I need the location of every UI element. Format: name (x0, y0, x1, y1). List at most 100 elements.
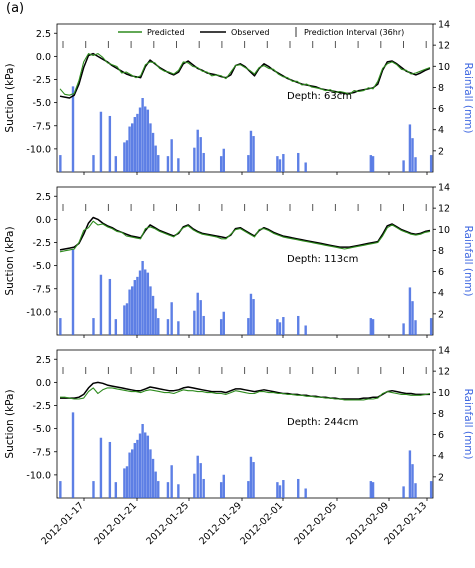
rainfall-bar (222, 148, 225, 172)
rainfall-bar (222, 474, 225, 498)
rainfall-bar (166, 482, 170, 498)
rainfall-bar (149, 286, 152, 335)
rainfall-bar (59, 481, 62, 498)
rainfall-bar (202, 315, 205, 335)
rainfall-bar (278, 159, 282, 172)
legend: Predicted Observed Prediction Interval (… (118, 27, 404, 37)
rainfall-bar (196, 129, 199, 172)
rainfall-bar (138, 107, 142, 172)
rainfall-bar (151, 295, 155, 335)
rainfall-bar (408, 287, 412, 335)
rainfall-bar (414, 157, 417, 172)
y2-tick-label: 4 (438, 451, 444, 462)
rainfall-bar (136, 276, 139, 335)
rainfall-bar (131, 449, 134, 498)
y2-tick-label: 8 (438, 246, 444, 257)
rainfall-bar (429, 318, 433, 335)
rainfall-bar (249, 293, 253, 335)
rainfall-bar (114, 319, 118, 335)
rainfall-bar (371, 482, 375, 498)
observed-line (59, 52, 431, 99)
rainfall-bar (151, 458, 155, 498)
rainfall-bar (99, 437, 103, 498)
rainfall-bar (429, 481, 433, 498)
rainfall-bar (202, 478, 205, 498)
rainfall-bar (170, 302, 173, 335)
rainfall-bar (123, 305, 126, 335)
rainfall-bar (252, 299, 255, 335)
y2-tick-label: 8 (438, 409, 444, 420)
rainfall-bar (278, 322, 282, 335)
rainfall-bar (199, 463, 202, 498)
rainfall-bar (297, 315, 300, 335)
y2-tick-label: 2 (438, 472, 444, 483)
y2-tick-label: 8 (438, 83, 444, 94)
rainfall-bar (133, 443, 137, 498)
rainfall-bar (411, 464, 414, 498)
rainfall-bar (149, 449, 152, 498)
rainfall-bar (92, 155, 95, 172)
rainfall-bar (276, 482, 279, 498)
rainfall-bar (177, 321, 180, 335)
observed-line (60, 381, 430, 400)
rainfall-bar (59, 318, 62, 335)
rainfall-bar (304, 488, 307, 498)
rainfall-bar (193, 310, 196, 335)
y-tick-label: 2.5 (36, 29, 51, 40)
rainfall-bar (114, 156, 118, 172)
x-tick-label: 2012-01-17 (39, 500, 86, 547)
y-axis-label: Suction (kPa) (4, 63, 16, 132)
rainfall-bar (282, 480, 285, 498)
rainfall-bar (131, 286, 134, 335)
y-tick-label: -7.5 (32, 447, 51, 458)
predicted-line (60, 387, 431, 401)
rainfall-bar (108, 441, 112, 498)
rainfall-bar (71, 412, 75, 498)
y-tick-label: -2.5 (32, 401, 51, 412)
y2-tick-label: 6 (438, 430, 444, 441)
rainfall-bar (196, 455, 199, 498)
y-tick-label: -2.5 (32, 75, 51, 86)
rainfall-bar (402, 486, 405, 498)
rainfall-bar (123, 468, 126, 498)
y-tick-label: 2.5 (36, 355, 51, 366)
panel-label: (a) (6, 1, 24, 16)
rainfall-bar (282, 154, 285, 172)
y2-tick-label: 12 (438, 41, 450, 52)
x-tick-label: 2012-02-01 (238, 500, 285, 547)
rainfall-bar (202, 152, 205, 172)
rainfall-bar (193, 473, 196, 498)
prediction-interval-marks (62, 204, 427, 211)
y-tick-label: -7.5 (32, 121, 51, 132)
y2-tick-label: 4 (438, 125, 444, 136)
rainfall-bar (219, 482, 223, 498)
legend-predicted-label: Predicted (147, 28, 185, 37)
rainfall-bar (154, 145, 157, 172)
y-tick-label: -2.5 (32, 238, 51, 249)
y-tick-label: 0.0 (36, 52, 51, 63)
rainfall-bar (402, 323, 405, 335)
legend-interval-label: Prediction Interval (36hr) (304, 28, 404, 37)
rainfall-bar (177, 484, 180, 498)
y-axis-label: Suction (kPa) (4, 226, 16, 295)
y2-tick-label: 10 (438, 388, 450, 399)
panels: 2.5 0.0 -2.5 -5.0 -7.5 -10.0 2 4 6 8 10 12 14 Suction… (4, 20, 474, 548)
y-axis-label: Suction (kPa) (4, 389, 16, 458)
rainfall-bar (154, 471, 157, 498)
y2-tick-label: 14 (438, 20, 450, 31)
y-tick-label: -5.0 (32, 98, 51, 109)
depth-label: Depth: 63cm (287, 91, 352, 102)
rainfall-bar (199, 137, 202, 172)
rainfall-bar (154, 308, 157, 335)
rainfall-bar (138, 270, 142, 335)
rainfall-bar (125, 466, 129, 498)
rainfall-bar (149, 123, 152, 172)
panel-2: 2.5 0.0 -2.5 -5.0 -7.5 -10.0 2 4 6 8 10 12 14 Suction… (4, 183, 474, 338)
rainfall-bar (99, 274, 103, 335)
y-tick-label: -5.0 (32, 424, 51, 435)
rainfall-bar (411, 138, 414, 172)
rainfall-bar (177, 158, 180, 172)
rainfall-bar (128, 289, 131, 335)
rainfall-bar (123, 142, 126, 172)
